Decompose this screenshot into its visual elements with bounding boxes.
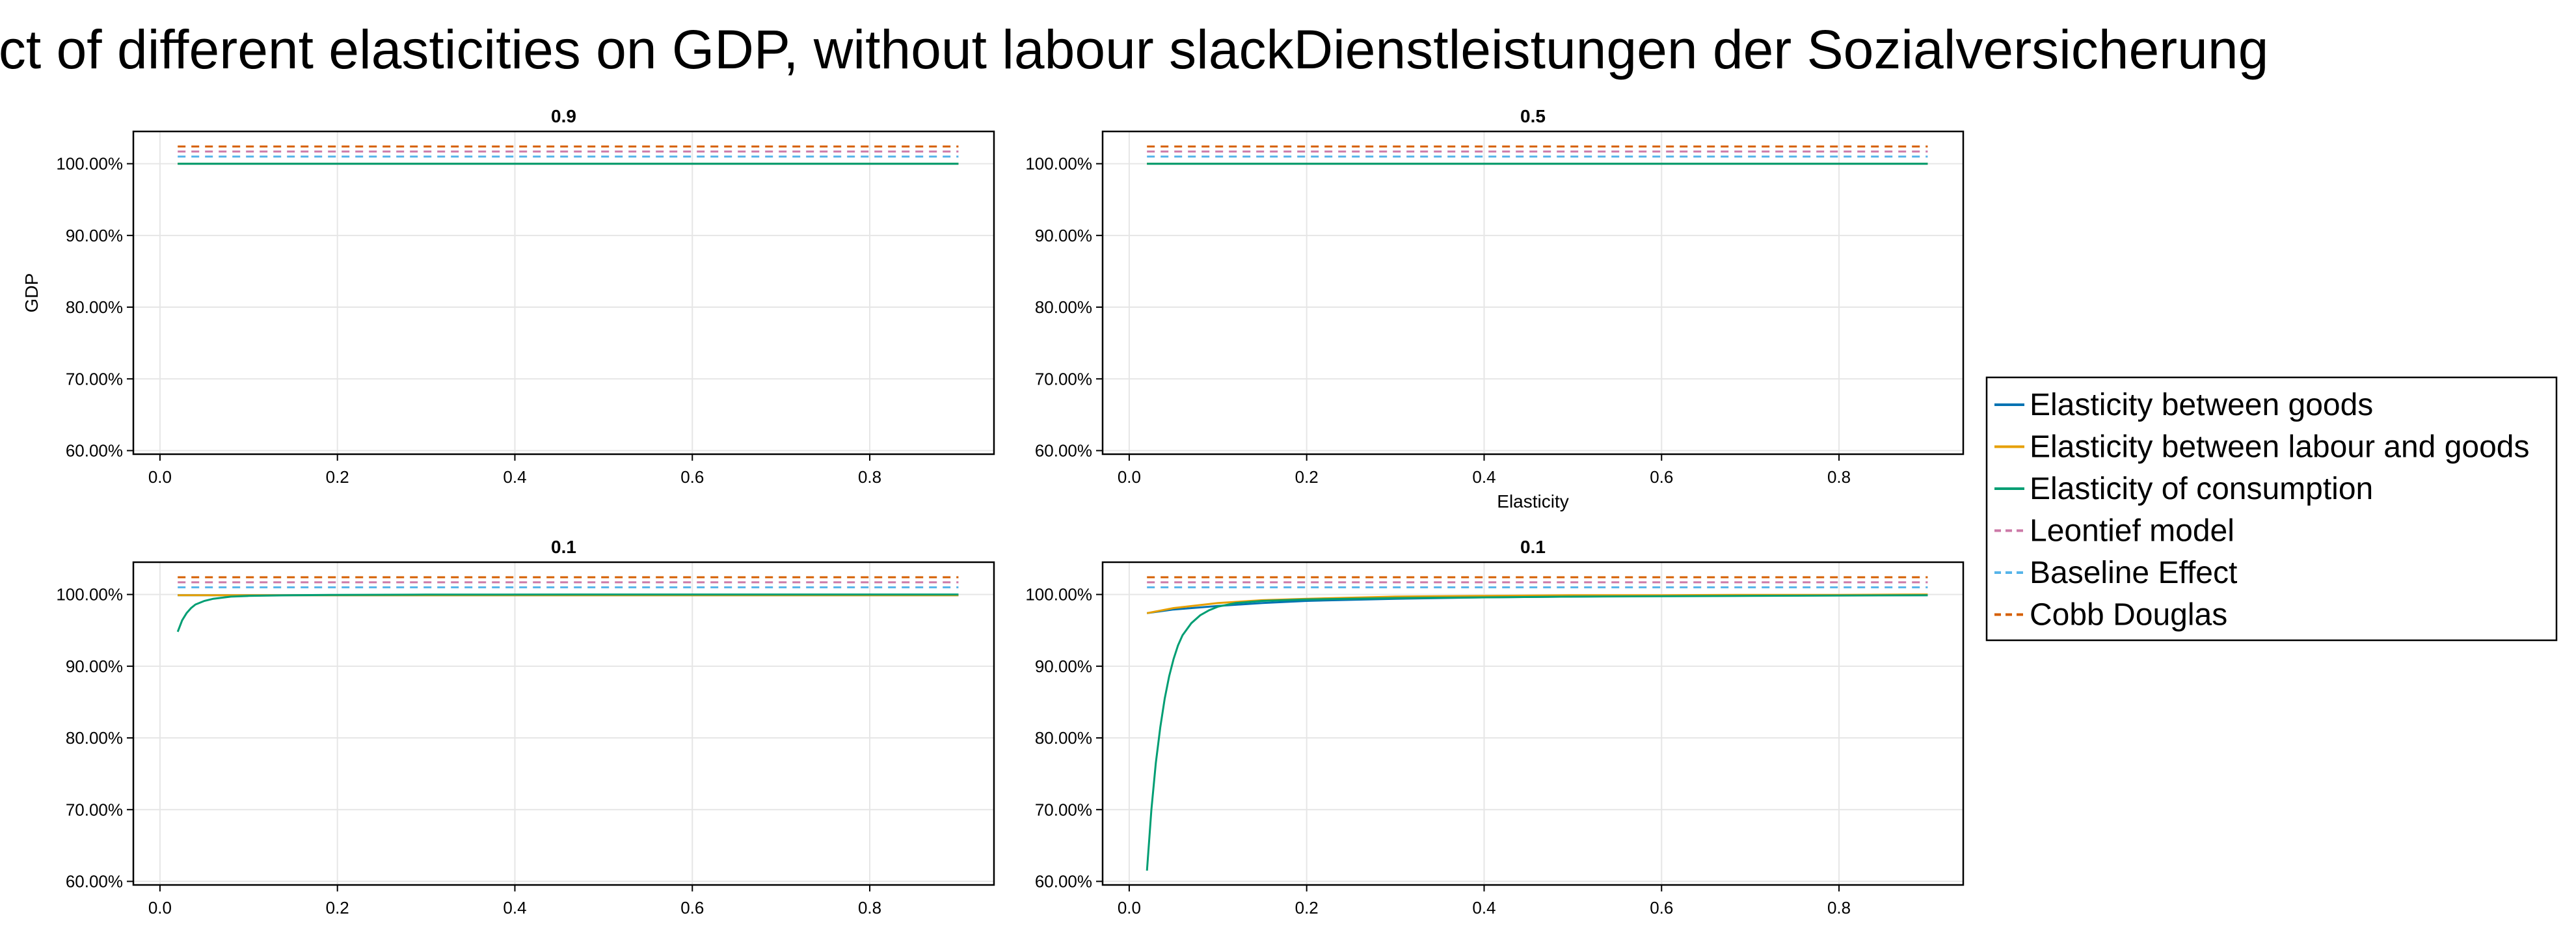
legend-item-cobb: Cobb Douglas <box>1994 598 2227 632</box>
y-tick-label: 70.00% <box>66 800 123 819</box>
x-tick-label: 0.8 <box>1827 898 1851 917</box>
legend-label: Baseline Effect <box>2030 556 2237 590</box>
y-tick-label: 60.00% <box>66 871 123 891</box>
x-tick-label: 0.2 <box>326 467 349 487</box>
y-tick-label: 60.00% <box>1035 441 1092 460</box>
y-tick-label: 70.00% <box>66 369 123 388</box>
y-tick-label: 80.00% <box>1035 728 1092 748</box>
legend-item-consumption: Elasticity of consumption <box>1994 472 2373 506</box>
series-line-labour_goods <box>1146 593 1928 614</box>
legend-item-baseline: Baseline Effect <box>1994 556 2237 590</box>
y-tick-label: 60.00% <box>1035 871 1092 891</box>
legend-item-labour_goods: Elasticity between labour and goods <box>1994 430 2530 465</box>
panel-3: 0.0 0.2 0.4 0.6 0.8 60.00% 70.00% 80.00% 90.00% 1… <box>56 537 995 917</box>
x-tick-label: 0.4 <box>1472 467 1496 487</box>
y-tick-label: 100.00% <box>1025 154 1092 174</box>
x-tick-label: 0.6 <box>680 898 704 917</box>
panel-frame <box>132 561 995 886</box>
panel-frame <box>1101 130 1965 455</box>
x-tick-label: 0.8 <box>858 898 881 917</box>
y-tick-label: 80.00% <box>66 297 123 317</box>
x-tick-label: 0.0 <box>148 898 172 917</box>
x-tick-label: 0.0 <box>1118 898 1141 917</box>
panel-title: 0.1 <box>1520 537 1546 557</box>
legend-item-leontief: Leontief model <box>1994 514 2234 549</box>
legend-frame <box>1985 376 2558 642</box>
x-tick-label: 0.0 <box>148 467 172 487</box>
panel-title: 0.9 <box>551 106 576 126</box>
series-line-consumption <box>176 593 959 632</box>
y-axis-label: GDP <box>21 273 42 313</box>
y-tick-label: 60.00% <box>66 441 123 460</box>
x-tick-label: 0.8 <box>1827 467 1851 487</box>
x-tick-label: 0.2 <box>326 898 349 917</box>
y-tick-label: 100.00% <box>56 585 123 604</box>
y-tick-label: 100.00% <box>1025 585 1092 604</box>
y-tick-label: 100.00% <box>56 154 123 174</box>
panel-frame <box>132 130 995 455</box>
x-tick-label: 0.4 <box>1472 898 1496 917</box>
panel-2: 0.0 0.2 0.4 0.6 0.8 60.00% 70.00% 80.00% 90.00% 1… <box>1025 106 1965 511</box>
y-tick-label: 70.00% <box>1035 369 1092 388</box>
legend-label: Cobb Douglas <box>2030 598 2227 632</box>
x-tick-label: 0.4 <box>503 467 526 487</box>
panel-title: 0.5 <box>1520 106 1546 126</box>
series-line-consumption <box>1146 594 1928 871</box>
x-tick-label: 0.2 <box>1295 467 1319 487</box>
panel-1: 0.0 0.2 0.4 0.6 0.8 60.00% 70.00% 80.00% 90.00% 1… <box>21 106 995 487</box>
x-tick-label: 0.8 <box>858 467 881 487</box>
x-axis-label: Elasticity <box>1497 491 1568 511</box>
panel-frame <box>1101 561 1965 886</box>
x-tick-label: 0.0 <box>1118 467 1141 487</box>
x-tick-label: 0.6 <box>680 467 704 487</box>
panel-4: 0.0 0.2 0.4 0.6 0.8 60.00% 70.00% 80.00% 90.00% 1… <box>1025 537 1965 917</box>
legend-item-goods: Elasticity between goods <box>1994 388 2373 422</box>
y-tick-label: 80.00% <box>1035 297 1092 317</box>
x-tick-label: 0.4 <box>503 898 526 917</box>
legend-label: Elasticity of consumption <box>2030 472 2373 506</box>
y-tick-label: 90.00% <box>66 657 123 676</box>
y-tick-label: 90.00% <box>66 226 123 245</box>
y-tick-label: 90.00% <box>1035 657 1092 676</box>
legend-label: Elasticity between labour and goods <box>2030 430 2530 465</box>
x-tick-label: 0.6 <box>1650 467 1673 487</box>
y-tick-label: 70.00% <box>1035 800 1092 819</box>
legend-label: Leontief model <box>2030 514 2234 549</box>
y-tick-label: 90.00% <box>1035 226 1092 245</box>
y-tick-label: 80.00% <box>66 728 123 748</box>
legend-label: Elasticity between goods <box>2030 388 2373 422</box>
figure-title: Effect of different elasticities on GDP,… <box>0 19 2269 80</box>
x-tick-label: 0.6 <box>1650 898 1673 917</box>
panel-title: 0.1 <box>551 537 576 557</box>
x-tick-label: 0.2 <box>1295 898 1319 917</box>
legend: Elasticity between goods Elasticity betwe… <box>1985 376 2558 642</box>
